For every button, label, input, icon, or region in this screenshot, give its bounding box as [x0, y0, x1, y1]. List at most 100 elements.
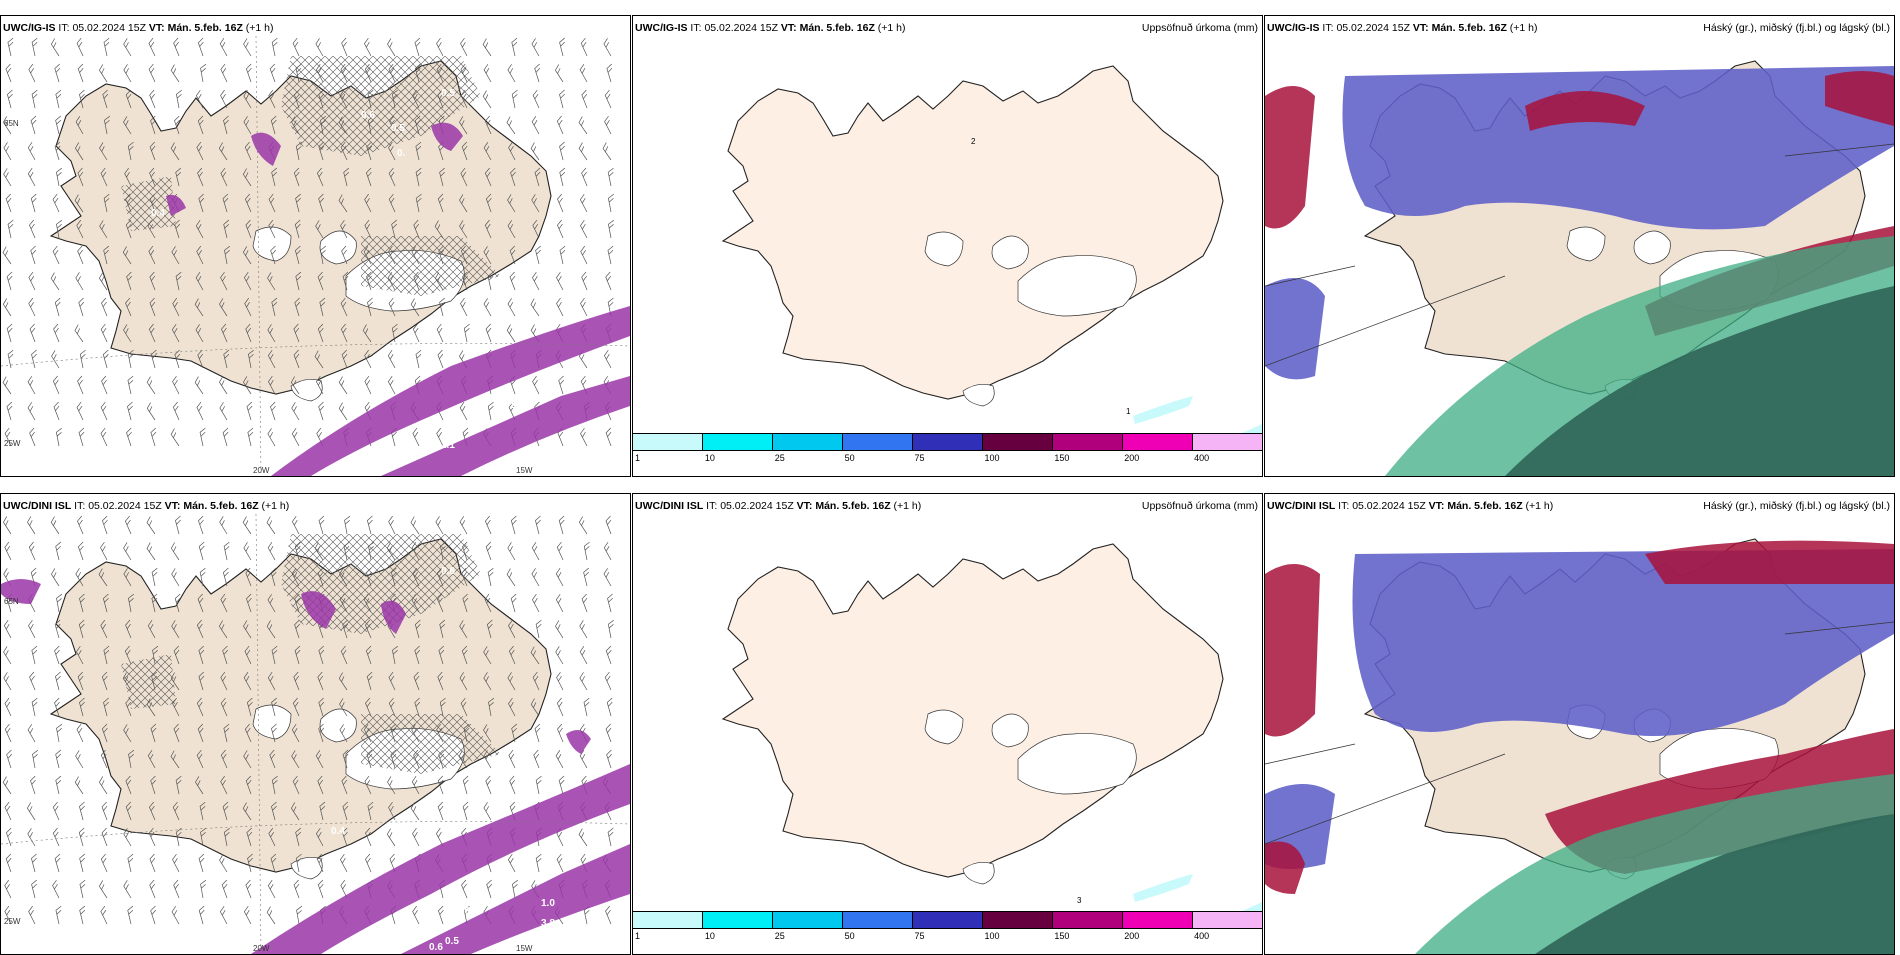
wind-barb — [56, 167, 63, 187]
graticule — [1265, 265, 1356, 287]
wind-barb — [174, 219, 181, 239]
wind-barb — [271, 801, 277, 821]
wind-barb — [292, 37, 300, 57]
wind-barb — [368, 115, 374, 135]
wind-barb — [294, 593, 300, 613]
wind-barb — [483, 646, 492, 665]
legend-tick: 400 — [1194, 931, 1210, 941]
wind-barb — [100, 853, 108, 873]
wind-barb — [150, 723, 157, 743]
wind-barb — [415, 193, 422, 213]
wind-barb — [532, 671, 540, 691]
wind-barb — [4, 541, 12, 561]
wind-barb — [294, 619, 300, 639]
init-time: 05.02.2024 15Z — [704, 22, 778, 34]
wind-barb — [28, 541, 36, 561]
panel-title: Háský (gr.), miðský (fj.bl.) og lágský (… — [1703, 22, 1890, 34]
wind-barb — [436, 567, 444, 587]
wind-barb — [194, 298, 204, 317]
wind-barb — [484, 115, 492, 135]
wind-barb — [148, 323, 156, 343]
wind-barb — [365, 645, 372, 665]
wind-barb — [99, 142, 108, 161]
valid-time: Mán. 5.feb. 16Z — [183, 500, 259, 512]
valid-time: Mán. 5.feb. 16Z — [1447, 500, 1523, 512]
precip-value: 0.6 — [429, 942, 443, 953]
wind-barb — [365, 619, 372, 639]
wind-barb — [127, 853, 134, 873]
wind-barb — [414, 619, 421, 639]
wind-barb — [125, 89, 132, 109]
legend-swatch — [1123, 912, 1193, 928]
legend-swatch — [703, 912, 773, 928]
wind-barb — [437, 671, 444, 691]
wind-barb — [339, 698, 348, 717]
wind-barb — [172, 801, 180, 821]
iceland-land — [721, 543, 1224, 885]
precip-value: 3.0 — [456, 906, 470, 917]
wind-barb — [412, 89, 420, 109]
wind-barb — [31, 349, 37, 369]
cloud-map — [1265, 514, 1894, 954]
wind-barb — [103, 645, 110, 665]
wind-barb — [415, 167, 422, 187]
wind-barb — [123, 324, 132, 343]
wind-barb — [389, 115, 396, 135]
wind-barb — [197, 349, 204, 369]
wind-barb — [340, 297, 348, 317]
wind-barb — [388, 245, 396, 265]
wind-barb — [435, 516, 444, 535]
wind-barb — [53, 401, 60, 421]
wind-barb — [414, 115, 421, 135]
wind-barb — [583, 541, 590, 561]
wind-barb — [339, 594, 348, 613]
wind-barb — [222, 427, 229, 447]
grid-label: 65N — [4, 597, 19, 606]
wind-barb — [200, 827, 207, 847]
wind-barb — [578, 116, 588, 135]
precip-value-labels: 0.60.42.33.00.51.03.81.60.50.6 — [331, 566, 625, 953]
wind-barb — [266, 516, 276, 535]
accum-area — [1133, 396, 1193, 424]
wind-barb — [482, 38, 492, 57]
wind-barb — [223, 349, 230, 369]
wind-barb — [222, 645, 228, 665]
wind-barb — [533, 749, 540, 769]
it-label: IT: — [1338, 500, 1350, 512]
wind-barb — [195, 220, 204, 239]
wind-barb — [245, 567, 252, 587]
wind-barb — [605, 427, 612, 447]
wind-barb — [531, 568, 540, 587]
wind-barb — [54, 63, 61, 83]
it-label: IT: — [1322, 22, 1334, 34]
wind-barb — [556, 297, 564, 317]
wind-barb — [123, 38, 132, 57]
wind-barb — [271, 723, 277, 743]
wind-barb — [315, 220, 324, 239]
wind-barb — [580, 245, 588, 265]
it-label: IT: — [706, 500, 718, 512]
wind-barb — [294, 645, 301, 665]
wind-barb — [412, 905, 420, 925]
legend-tick: 50 — [844, 453, 855, 463]
wind-barb — [173, 723, 180, 743]
grid-label: 65N — [4, 119, 19, 128]
wind-barb — [146, 376, 156, 395]
hatched-region — [121, 654, 176, 709]
wind-barb — [148, 827, 156, 847]
wind-barb — [485, 541, 492, 561]
wind-barb — [267, 542, 276, 561]
model-name: UWC/IG-IS — [635, 22, 688, 34]
wind-barb — [270, 115, 277, 135]
wind-barb — [291, 428, 300, 447]
wind-barb — [270, 401, 276, 421]
precip-value: 0.7 — [455, 420, 469, 431]
wind-barb — [508, 645, 516, 665]
precip-area — [431, 122, 463, 151]
it-label: IT: — [690, 22, 702, 34]
wind-barb — [220, 697, 228, 717]
wind-barb — [340, 63, 348, 83]
wind-barb — [343, 167, 350, 187]
wind-barb — [555, 620, 564, 639]
coastline — [721, 543, 1224, 878]
